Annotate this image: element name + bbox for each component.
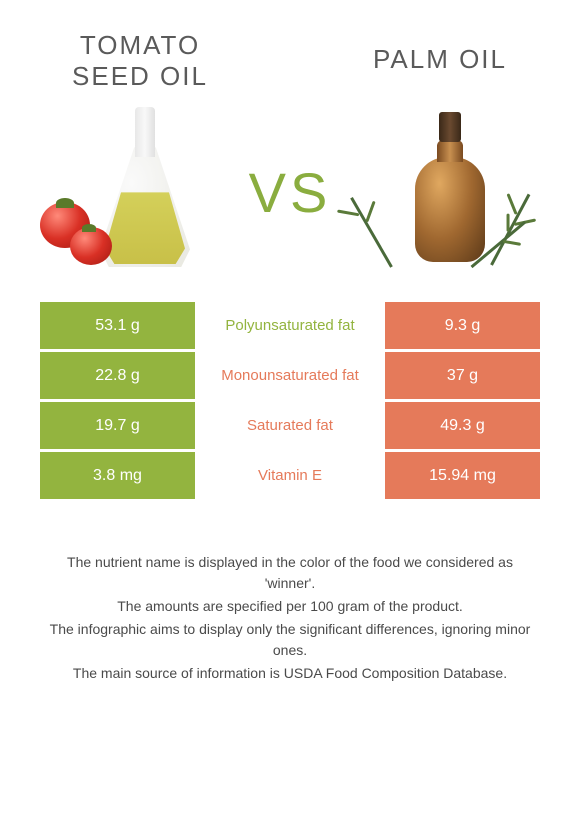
right-value: 49.3 g [385, 402, 540, 449]
left-image [40, 107, 220, 277]
left-value: 19.7 g [40, 402, 195, 449]
table-row: 53.1 gPolyunsaturated fat9.3 g [40, 302, 540, 349]
vs-label: VS [249, 160, 332, 225]
left-value: 53.1 g [40, 302, 195, 349]
images-row: VS [0, 102, 580, 302]
right-image [360, 107, 540, 277]
nutrient-label: Saturated fat [195, 402, 385, 449]
footer-line: The nutrient name is displayed in the co… [40, 552, 540, 594]
table-row: 19.7 gSaturated fat49.3 g [40, 402, 540, 449]
left-value: 22.8 g [40, 352, 195, 399]
table-row: 22.8 gMonounsaturated fat37 g [40, 352, 540, 399]
right-value: 9.3 g [385, 302, 540, 349]
footer-line: The main source of information is USDA F… [40, 663, 540, 684]
nutrient-label: Vitamin E [195, 452, 385, 499]
right-value: 37 g [385, 352, 540, 399]
herb-icon [350, 197, 393, 268]
footer-line: The amounts are specified per 100 gram o… [40, 596, 540, 617]
bottle-icon [415, 112, 485, 262]
right-value: 15.94 mg [385, 452, 540, 499]
left-title: TOMATOSEED OIL [40, 30, 240, 92]
header: TOMATOSEED OIL PALM OIL [0, 0, 580, 102]
nutrient-label: Polyunsaturated fat [195, 302, 385, 349]
footer-line: The infographic aims to display only the… [40, 619, 540, 661]
footer-notes: The nutrient name is displayed in the co… [0, 502, 580, 684]
left-value: 3.8 mg [40, 452, 195, 499]
flask-icon [100, 107, 190, 267]
herb-icon [490, 194, 530, 266]
table-row: 3.8 mgVitamin E15.94 mg [40, 452, 540, 499]
comparison-table: 53.1 gPolyunsaturated fat9.3 g22.8 gMono… [0, 302, 580, 499]
nutrient-label: Monounsaturated fat [195, 352, 385, 399]
right-title: PALM OIL [340, 30, 540, 92]
